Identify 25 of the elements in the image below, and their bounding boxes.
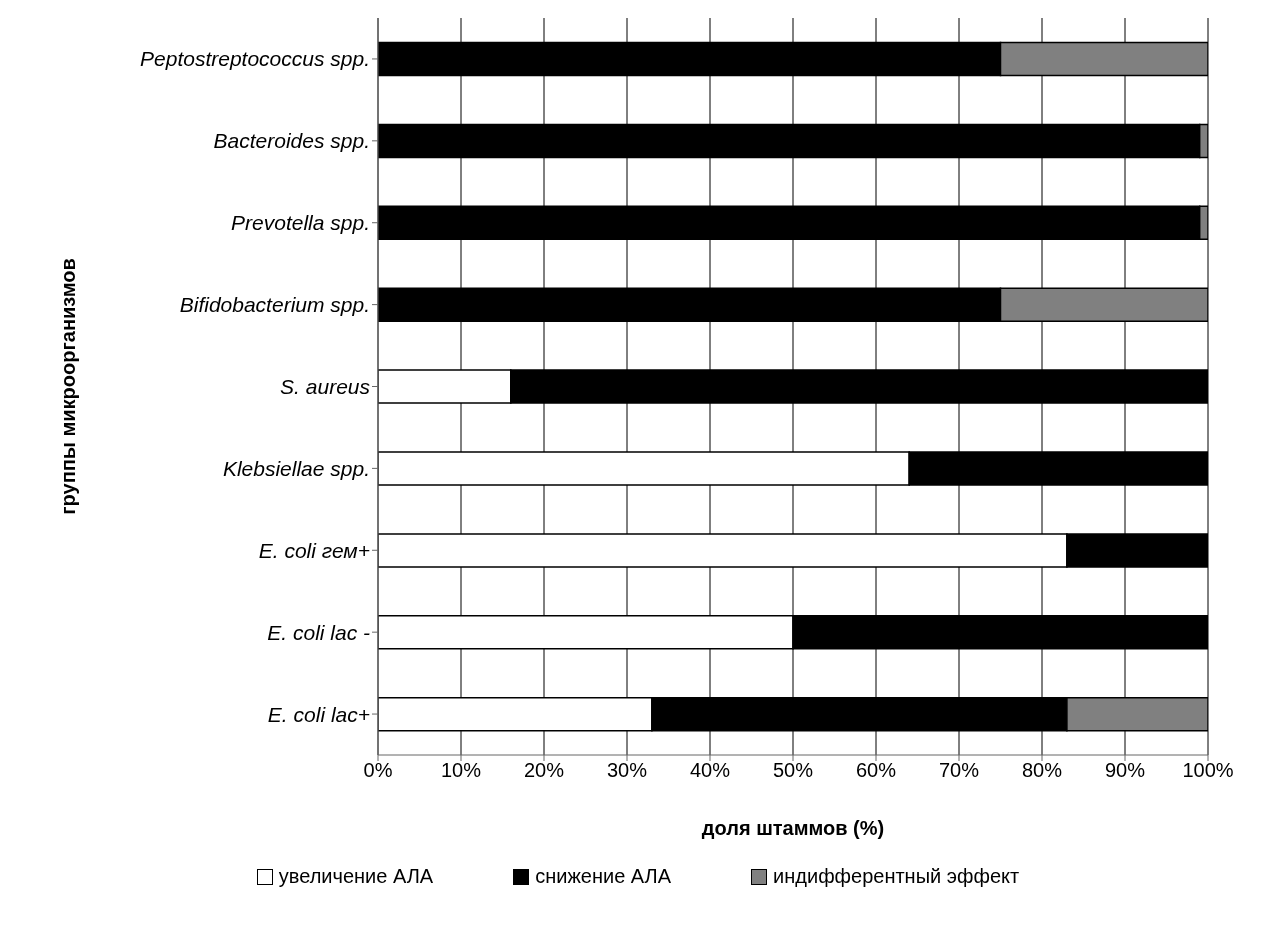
- y-tick-label: Peptostreptococcus spp.: [140, 47, 370, 71]
- y-tick-label: E. coli гем+: [258, 538, 370, 562]
- y-axis-title: группы микроорганизмов: [57, 258, 80, 515]
- x-tick-label: 0%: [363, 759, 393, 782]
- x-tick-label: 80%: [1021, 759, 1063, 782]
- x-tick-label: 100%: [1182, 759, 1234, 782]
- legend-label: индифферентный эффект: [773, 865, 1020, 888]
- x-tick-label: 10%: [440, 759, 482, 782]
- x-axis-title: доля штаммов (%): [701, 817, 885, 839]
- x-tick-label: 90%: [1104, 759, 1146, 782]
- y-tick-label: Prevotella spp.: [231, 211, 370, 235]
- legend-label: снижение АЛА: [535, 865, 672, 888]
- x-tick-label: 30%: [606, 759, 648, 782]
- y-tick-label: Bifidobacterium spp.: [179, 293, 370, 317]
- y-tick-label: E. coli lac -: [267, 620, 370, 644]
- x-tick-label: 70%: [938, 759, 980, 782]
- x-tick-label: 40%: [689, 759, 731, 782]
- x-tick-label: 60%: [855, 759, 897, 782]
- legend-label: увеличение АЛА: [278, 865, 434, 888]
- y-tick-label: E. coli lac+: [267, 702, 370, 726]
- x-tick-label: 50%: [772, 759, 814, 782]
- y-tick-label: Bacteroides spp.: [213, 129, 370, 153]
- x-tick-label: 20%: [523, 759, 565, 782]
- y-tick-label: S. aureus: [280, 374, 371, 398]
- y-tick-label: Klebsiellae spp.: [222, 456, 370, 480]
